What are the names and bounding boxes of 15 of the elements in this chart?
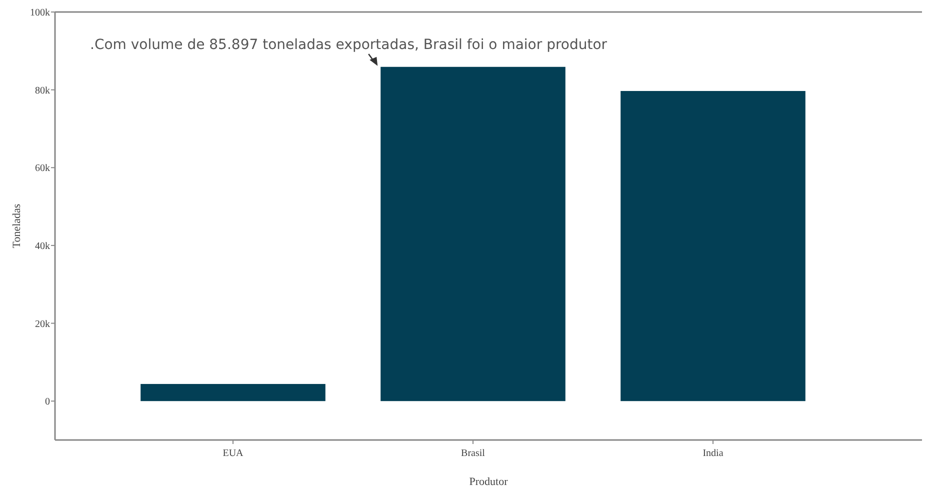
bar [620,90,806,402]
bar [380,66,566,402]
x-axis-title: Produtor [469,476,508,488]
bar [140,384,326,402]
y-tick-label: 0 [45,396,50,408]
y-tick-label: 100k [30,8,50,18]
y-axis-title: Toneladas [11,204,23,248]
x-tick-label: EUA [222,448,244,459]
y-tick-label: 40k [35,240,50,252]
y-tick-label: 20k [35,318,50,330]
y-tick-label: 60k [35,163,50,174]
x-tick-label: Brasil [461,448,486,459]
annotation: .Com volume de 85.897 toneladas exportadas, Brasil foi o maior produtor [90,37,608,53]
x-tick-label: India [702,448,724,459]
y-tick-label: 80k [35,85,50,96]
